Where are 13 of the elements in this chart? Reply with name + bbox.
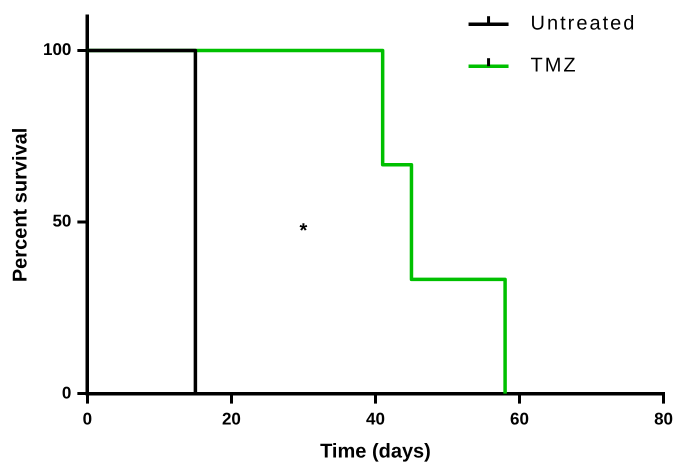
x-tick-label: 80 <box>654 409 674 428</box>
y-tick-label: 0 <box>62 383 72 402</box>
x-tick-label: 40 <box>366 409 385 428</box>
x-tick-label: 20 <box>222 409 241 428</box>
y-tick-label: 100 <box>42 40 72 60</box>
x-axis-title: Time (days) <box>320 440 431 463</box>
y-tick-label: 50 <box>52 212 72 231</box>
annotation: * <box>300 220 308 242</box>
legend-label: TMZ <box>530 54 578 77</box>
y-axis-title: Percent survival <box>10 128 32 282</box>
x-tick-label: 0 <box>82 409 92 428</box>
x-tick-label: 60 <box>510 409 529 428</box>
legend-label: Untreated <box>530 12 636 35</box>
